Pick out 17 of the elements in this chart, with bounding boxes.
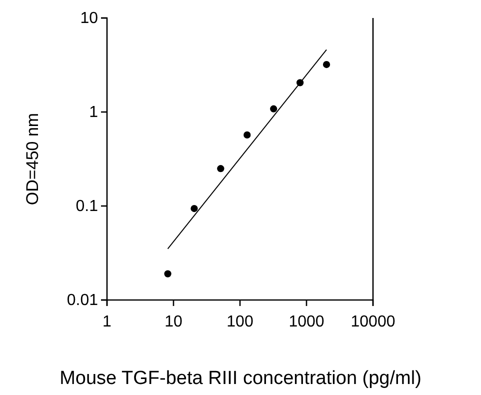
point xyxy=(164,270,172,278)
point xyxy=(270,105,278,112)
y-axis-title: OD=450 nm xyxy=(23,112,42,206)
point xyxy=(190,204,198,212)
x-axis-title: Mouse TGF-beta RIII concentration (pg/ml) xyxy=(60,368,422,389)
point xyxy=(244,131,251,139)
point xyxy=(322,60,330,68)
x-tick-label: 1000 xyxy=(288,314,324,331)
y-tick-label: 0.1 xyxy=(76,198,98,216)
y-tick-label: 10 xyxy=(80,10,98,28)
y-tick-label: 0.01 xyxy=(66,292,98,310)
point xyxy=(217,165,224,172)
y-tick-label: 1 xyxy=(89,104,98,122)
x-tick-label: 10 xyxy=(164,314,182,331)
x-tick-label: 100 xyxy=(226,314,254,331)
x-tick-label: 10000 xyxy=(350,314,396,331)
x-tick-label: 1 xyxy=(102,314,112,331)
